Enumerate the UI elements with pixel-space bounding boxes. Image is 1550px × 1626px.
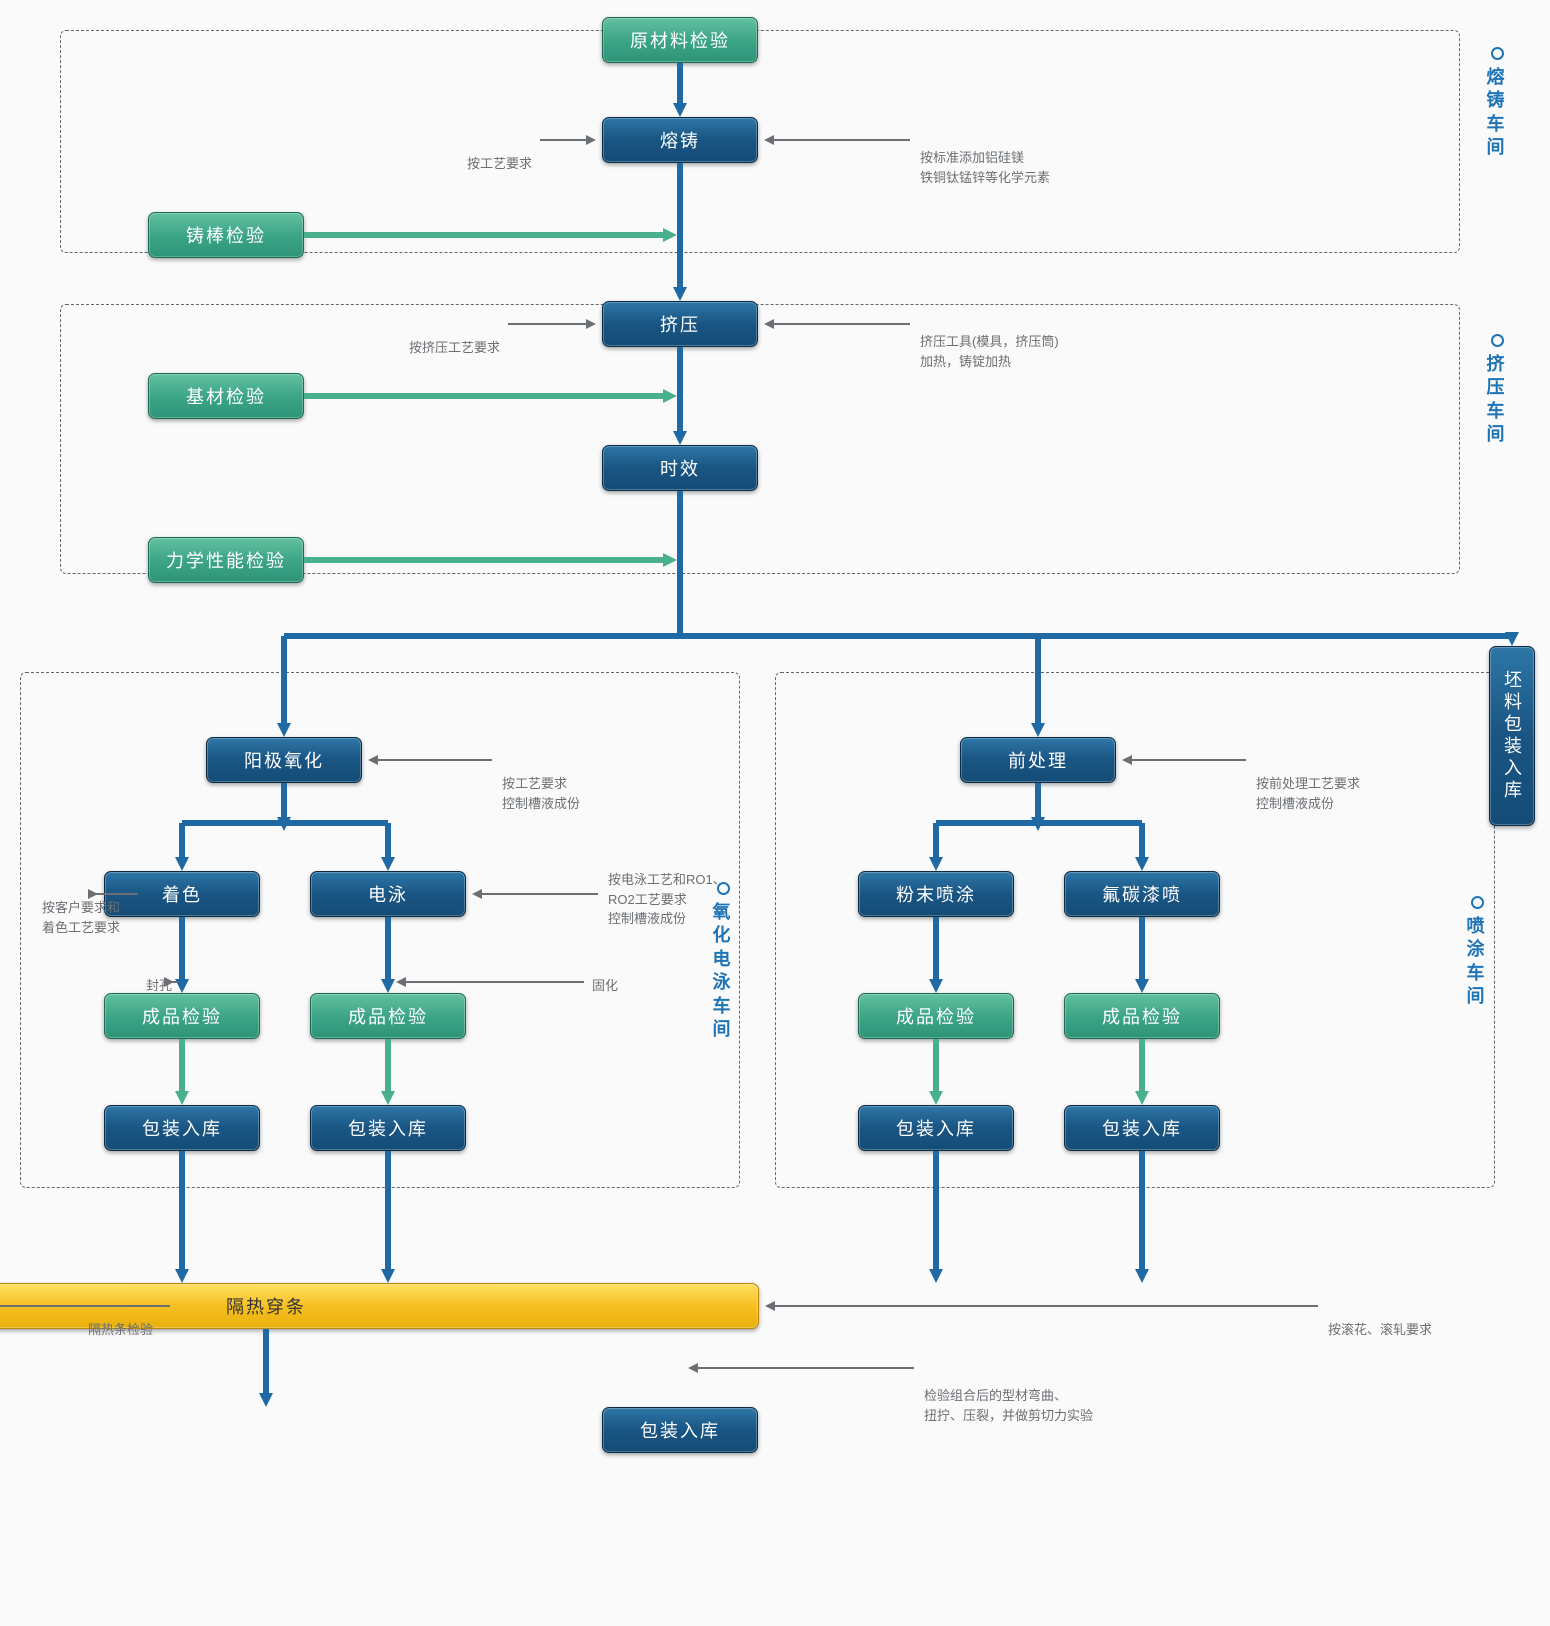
node-fin4: 成品检验	[1064, 993, 1220, 1039]
node-label: 坯料包装入库	[1499, 670, 1525, 802]
node-pow: 粉末喷涂	[858, 871, 1014, 917]
label-l_ep_r: 按电泳工艺和RO1、 RO2工艺要求 控制槽液成份	[608, 870, 726, 929]
bullet-icon	[1491, 47, 1504, 60]
node-pkfin: 包装入库	[602, 1407, 758, 1453]
label-l_therm_r: 按滚花、滚轧要求	[1328, 1320, 1432, 1340]
panel-p2	[60, 304, 1460, 574]
section-s1: 熔铸车间	[1486, 47, 1508, 160]
node-label: 包装入库	[640, 1417, 720, 1443]
node-label: 基材检验	[186, 383, 266, 409]
node-label: 时效	[660, 455, 700, 481]
node-fin1: 成品检验	[104, 993, 260, 1039]
node-raw: 原材料检验	[602, 17, 758, 63]
node-pk4: 包装入库	[1064, 1105, 1220, 1151]
node-label: 铸棒检验	[186, 222, 266, 248]
node-mech: 力学性能检验	[148, 537, 304, 583]
label-l_therm_l: 隔热条检验	[88, 1320, 153, 1340]
section-label: 挤压车间	[1487, 354, 1508, 444]
label-l_extr_r: 挤压工具(模具，挤压筒) 加热，铸锭加热	[920, 332, 1059, 371]
node-fin2: 成品检验	[310, 993, 466, 1039]
node-label: 着色	[162, 881, 202, 907]
label-l_color_l: 按客户要求和 着色工艺要求	[42, 898, 120, 937]
label-l_seal: 封孔	[146, 976, 172, 996]
label-l_cure: 固化	[592, 976, 618, 996]
node-label: 阳极氧化	[244, 747, 324, 773]
label-l_anod_r: 按工艺要求 控制槽液成份	[502, 774, 580, 813]
node-age: 时效	[602, 445, 758, 491]
section-s4: 喷涂车间	[1466, 896, 1488, 1009]
node-label: 成品检验	[896, 1003, 976, 1029]
label-l_melt_r: 按标准添加铝硅镁 铁铜钛锰锌等化学元素	[920, 148, 1050, 187]
node-base: 基材检验	[148, 373, 304, 419]
node-flu: 氟碳漆喷	[1064, 871, 1220, 917]
node-anod: 阳极氧化	[206, 737, 362, 783]
node-stock: 坯料包装入库	[1489, 646, 1535, 826]
node-cast: 铸棒检验	[148, 212, 304, 258]
node-pk3: 包装入库	[858, 1105, 1014, 1151]
bullet-icon	[1491, 334, 1504, 347]
node-label: 成品检验	[348, 1003, 428, 1029]
node-fin3: 成品检验	[858, 993, 1014, 1039]
node-label: 电泳	[368, 881, 408, 907]
node-label: 氟碳漆喷	[1102, 881, 1182, 907]
node-pre: 前处理	[960, 737, 1116, 783]
node-label: 挤压	[660, 311, 700, 337]
node-extr: 挤压	[602, 301, 758, 347]
node-label: 包装入库	[1102, 1115, 1182, 1141]
label-l_pre_r: 按前处理工艺要求 控制槽液成份	[1256, 774, 1360, 813]
node-label: 粉末喷涂	[896, 881, 976, 907]
label-l_extr_l: 按挤压工艺要求	[409, 338, 500, 358]
section-label: 熔铸车间	[1487, 67, 1508, 157]
node-label: 熔铸	[660, 127, 700, 153]
node-pk1: 包装入库	[104, 1105, 260, 1151]
label-l_pkfin_r: 检验组合后的型材弯曲、 扭拧、压裂，并做剪切力实验	[924, 1386, 1093, 1425]
node-color: 着色	[104, 871, 260, 917]
node-label: 成品检验	[142, 1003, 222, 1029]
node-label: 隔热穿条	[226, 1293, 306, 1319]
node-label: 包装入库	[896, 1115, 976, 1141]
node-ep: 电泳	[310, 871, 466, 917]
node-label: 原材料检验	[630, 27, 730, 53]
section-s2: 挤压车间	[1486, 334, 1508, 447]
section-label: 喷涂车间	[1467, 916, 1488, 1006]
node-pk2: 包装入库	[310, 1105, 466, 1151]
node-label: 力学性能检验	[166, 547, 286, 573]
node-melt: 熔铸	[602, 117, 758, 163]
node-label: 成品检验	[1102, 1003, 1182, 1029]
node-label: 包装入库	[142, 1115, 222, 1141]
flowchart-canvas: 原材料检验熔铸铸棒检验挤压基材检验时效力学性能检验阳极氧化着色 电泳成品检验 成品检…	[0, 0, 1550, 1626]
label-l_melt_l: 按工艺要求	[467, 154, 532, 174]
node-label: 前处理	[1008, 747, 1068, 773]
node-label: 包装入库	[348, 1115, 428, 1141]
bullet-icon	[1471, 896, 1484, 909]
